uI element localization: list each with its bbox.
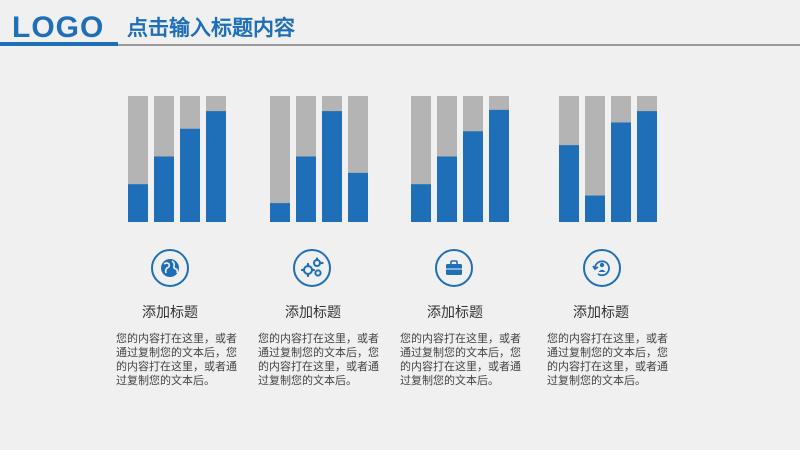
card-2-icon-circle xyxy=(293,249,331,287)
logo: LOGO xyxy=(12,11,105,44)
card-2-title: 添加标题 xyxy=(285,305,341,321)
card-2-body: 您的内容打在这里，或者通过复制您的文本后，您的内容打在这里，或者通过复制您的文本… xyxy=(258,332,379,387)
briefcase-icon xyxy=(446,260,462,275)
bar xyxy=(585,195,605,222)
bar xyxy=(437,156,457,222)
bar xyxy=(411,184,431,222)
bar xyxy=(154,156,174,222)
card-3-body: 您的内容打在这里，或者通过复制您的文本后，您的内容打在这里，或者通过复制您的文本… xyxy=(400,332,521,387)
bar xyxy=(180,128,200,222)
header-divider xyxy=(118,44,800,46)
bar-track xyxy=(585,96,605,222)
bar xyxy=(463,131,483,222)
gears-icon xyxy=(300,257,324,278)
card-1-title: 添加标题 xyxy=(142,305,198,321)
bar xyxy=(322,111,342,222)
bar xyxy=(611,122,631,222)
bar xyxy=(206,111,226,222)
card-1-icon-circle xyxy=(151,249,189,287)
user-refresh-icon xyxy=(592,260,610,277)
page-title: 点击输入标题内容 xyxy=(127,16,295,40)
bar xyxy=(489,109,509,222)
bar xyxy=(637,111,657,222)
bar-track xyxy=(270,96,290,222)
bar xyxy=(270,203,290,222)
card-3-title: 添加标题 xyxy=(427,305,483,321)
header: LOGO 点击输入标题内容 xyxy=(0,0,800,50)
card-4-body: 您的内容打在这里，或者通过复制您的文本后，您的内容打在这里，或者通过复制您的文本… xyxy=(547,332,668,387)
card-4-title: 添加标题 xyxy=(573,305,629,321)
bar xyxy=(128,184,148,222)
card-3-icon-circle xyxy=(435,249,473,287)
bar xyxy=(559,145,579,222)
bar xyxy=(348,172,368,222)
card-1-body: 您的内容打在这里，或者通过复制您的文本后，您的内容打在这里，或者通过复制您的文本… xyxy=(116,332,237,387)
header-accent-bar xyxy=(0,42,118,46)
globe-icon xyxy=(161,259,179,277)
bar xyxy=(296,156,316,222)
card-4-icon-circle xyxy=(583,249,621,287)
